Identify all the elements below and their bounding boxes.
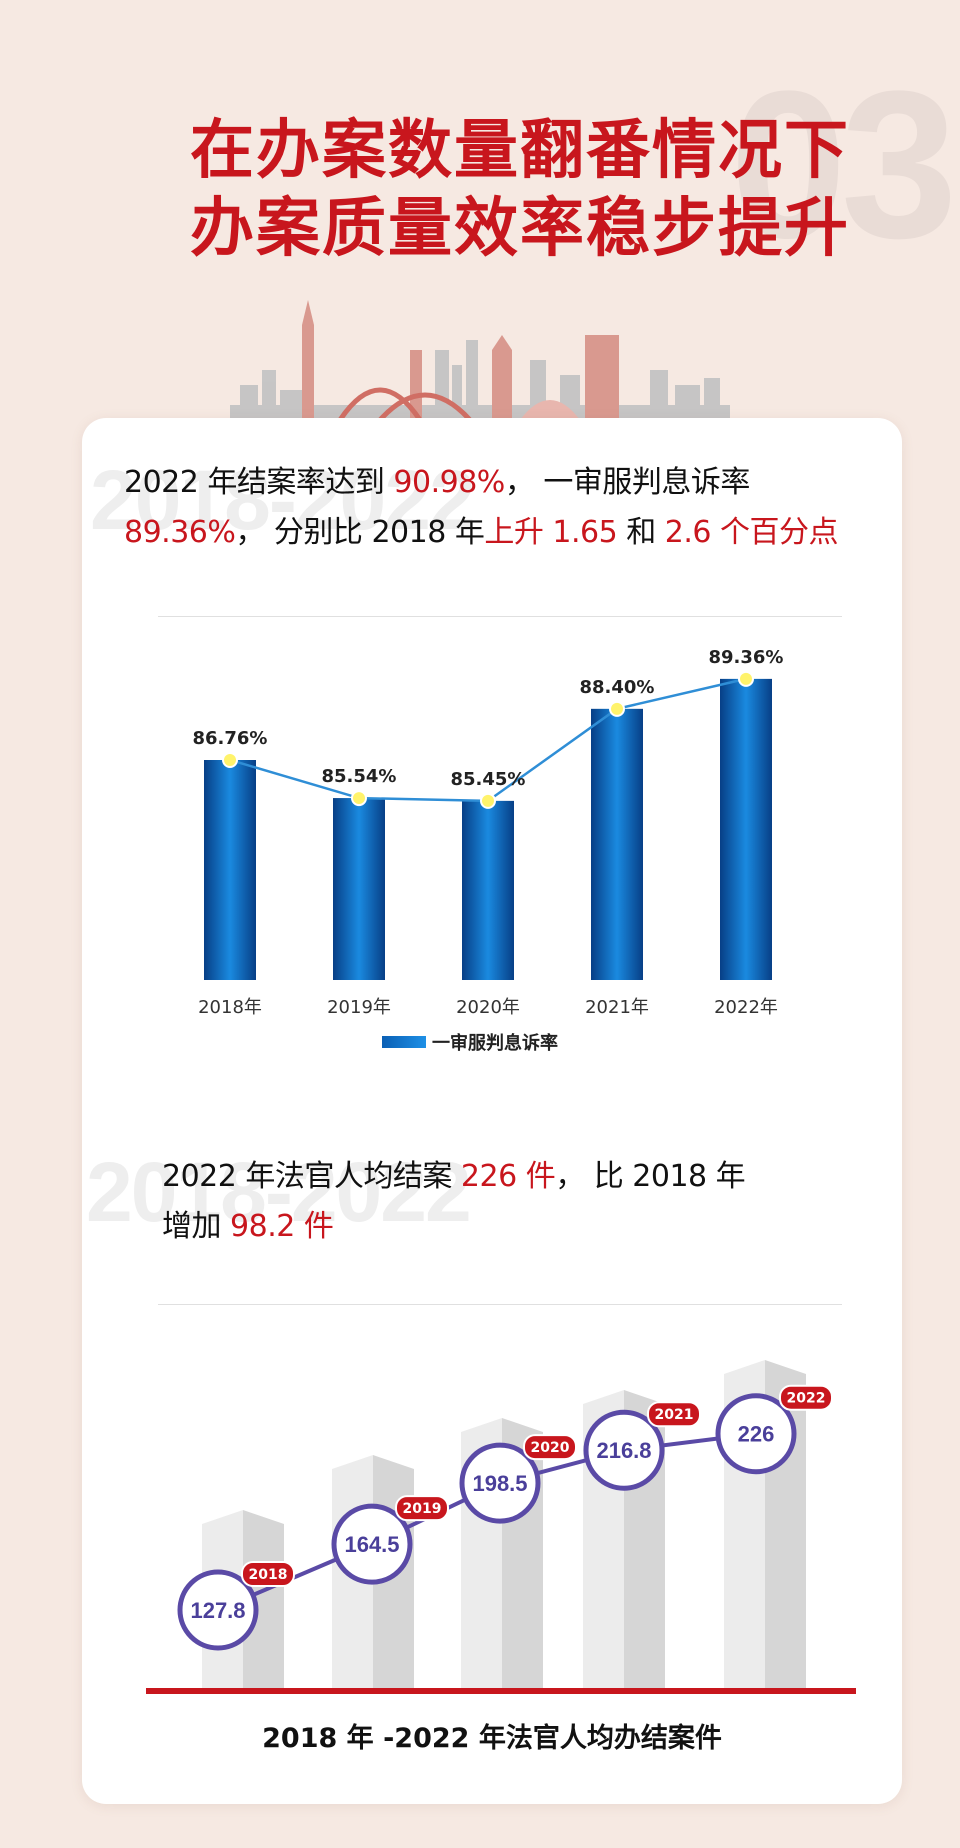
bar (204, 760, 256, 980)
headline-text: ， 一审服判息诉率 (504, 465, 751, 500)
data-label: 85.54% (322, 766, 397, 787)
headline-text: 增加 (162, 1209, 231, 1244)
x-tick-label: 2018年 (198, 997, 262, 1018)
data-label: 88.40% (580, 677, 655, 698)
data-label: 216.8 (596, 1438, 651, 1463)
data-label: 198.5 (472, 1471, 527, 1496)
x-tick-label: 2020年 (456, 997, 520, 1018)
title-line-2: 办案质量效率稳步提升 (190, 192, 850, 266)
cases-per-judge-value: 226 件 (460, 1159, 556, 1194)
value-circle (459, 1442, 541, 1524)
data-point (351, 790, 367, 807)
data-label: 127.8 (190, 1598, 245, 1623)
year-badge (395, 1495, 449, 1522)
year-badge (241, 1561, 295, 1587)
year-badge-label: 2022 (787, 1391, 826, 1407)
year-range-watermark: 2018-2022 (90, 453, 476, 547)
cases-increase-value: 98.2 件 (230, 1209, 334, 1244)
chart-title: 2018 年 -2022 年法官人均办结案件 (262, 1723, 722, 1754)
bar (591, 708, 643, 980)
value-circle (715, 1393, 797, 1475)
data-point (480, 792, 496, 809)
x-tick-label: 2019年 (327, 997, 391, 1018)
data-label: 89.36% (709, 647, 784, 668)
closure-rate-value: 90.98% (393, 465, 505, 500)
year-badge (647, 1401, 701, 1428)
headline-rates: 2022 年结案率达到 90.98%， 一审服判息诉率 89.36%， 分别比 … (124, 458, 894, 558)
x-tick-label: 2021年 (585, 997, 649, 1018)
bar (333, 798, 385, 980)
headline-text: ， 比 2018 年 (555, 1159, 746, 1194)
city-skyline-illustration (230, 300, 730, 420)
bar (720, 678, 772, 980)
title-line-1: 在办案数量翻番情况下 (190, 114, 850, 188)
year-badge-label: 2019 (403, 1501, 442, 1517)
year-badge (523, 1434, 577, 1461)
data-label: 164.5 (344, 1532, 399, 1557)
baseline (146, 1688, 856, 1694)
year-badge-label: 2021 (655, 1407, 694, 1423)
headline-text: 2022 年法官人均结案 (162, 1159, 461, 1194)
data-label: 86.76% (193, 728, 268, 749)
value-circle (583, 1409, 665, 1491)
section-number: 03 (730, 47, 958, 282)
data-label: 226 (738, 1422, 775, 1447)
year-badge-label: 2018 (249, 1567, 288, 1583)
value-circle (177, 1569, 259, 1651)
bar (462, 800, 514, 980)
legend-swatch (382, 1036, 426, 1048)
acceptance-rate-increase: 2.6 个百分点 (664, 515, 839, 550)
data-label: 85.45% (451, 769, 526, 790)
year-range-watermark-2: 2018-2022 (86, 1145, 472, 1239)
year-badge (779, 1384, 833, 1411)
headline-text: 和 (617, 515, 665, 550)
acceptance-rate-bar-chart: 86.76% 85.54% 85.45% 88.40% 89.36% 2018年 2019年… (193, 647, 784, 1054)
data-point (222, 752, 238, 768)
headline-text: 2022 年结案率达到 (124, 465, 394, 500)
acceptance-rate-value: 89.36% (124, 515, 236, 550)
data-point (609, 700, 625, 717)
closure-rate-increase: 上升 1.65 (484, 515, 618, 550)
column-side (243, 1510, 284, 1690)
divider (158, 616, 842, 617)
page-title: 在办案数量翻番情况下 办案质量效率稳步提升 (190, 112, 890, 268)
value-circle (331, 1503, 413, 1585)
legend-label: 一审服判息诉率 (432, 1032, 558, 1054)
divider (158, 1304, 842, 1305)
data-point (738, 670, 754, 687)
year-badge-label: 2020 (531, 1440, 570, 1456)
x-tick-label: 2022年 (714, 997, 778, 1018)
headline-cases: 2022 年法官人均结案 226 件， 比 2018 年 增加 98.2 件 (162, 1152, 862, 1252)
headline-text: ， 分别比 2018 年 (235, 515, 485, 550)
